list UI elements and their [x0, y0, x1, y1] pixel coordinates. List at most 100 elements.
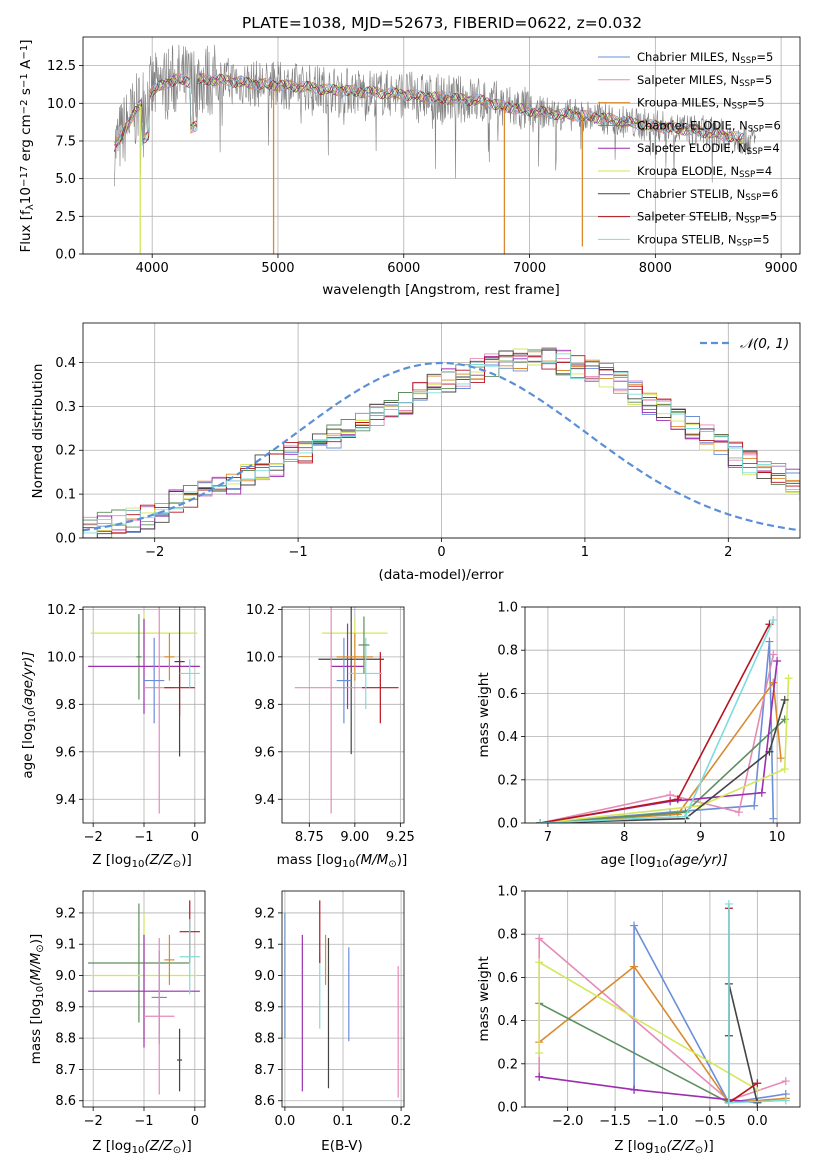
weight-point [535, 958, 544, 967]
y-tick-label: 0.6 [497, 971, 518, 986]
plot-area [535, 899, 790, 1107]
gaussian-curve [83, 361, 800, 532]
x-tick-label: −2.0 [552, 1114, 584, 1129]
legend-entry: Chabrier MILES, NSSP=5 [637, 50, 773, 66]
y-tick-label: 0.8 [497, 928, 518, 943]
y-tick-label: 9.1 [254, 938, 275, 953]
x-tick-label: 6000 [387, 261, 420, 276]
legend-entry: Salpeter MILES, NSSP=5 [637, 73, 772, 89]
plot-area [88, 900, 200, 1095]
y-axis-label: mass [log10(M/M⊙)] [28, 934, 46, 1065]
axes-frame [82, 36, 801, 255]
x-tick-label: −2 [84, 1114, 103, 1129]
y-tick-label: 0.0 [497, 817, 518, 832]
y-tick-label: 9.0 [55, 969, 76, 984]
plot-area [536, 615, 793, 823]
legend-top: Chabrier MILES, NSSP=5 Salpeter MILES, NS… [598, 50, 781, 249]
panel-age-vs-mass: 8.75 9.00 9.25 9.4 9.6 9.8 10.0 10.2 [246, 603, 415, 845]
x-tick-label: 0 [191, 830, 199, 845]
panel-mass-weight-vs-age: 7 8 9 10 0.0 0.2 0.4 0.6 0.8 1.0 [497, 601, 801, 845]
hist-step-kroupa-stelib [83, 353, 800, 534]
x-tick-label: 0.0 [275, 1114, 296, 1129]
figure-title: PLATE=1038, MJD=52673, FIBERID=0622, z=0… [242, 14, 642, 32]
weight-line-kroupa-elodie [540, 678, 790, 823]
weight-point [780, 695, 789, 704]
x-tick-label: 9.00 [340, 830, 369, 845]
model-line-kroupa-stelib [114, 74, 744, 151]
x-tick-label: 9 [697, 830, 705, 845]
weight-point [673, 795, 682, 804]
y-tick-label: 0.1 [55, 488, 76, 503]
y-tick-label: 10.0 [47, 97, 76, 112]
x-tick-label: −1.5 [599, 1114, 631, 1129]
weight-point [753, 1098, 762, 1107]
axes-frame [82, 606, 206, 824]
weight-line-chabrier-elodie [538, 1002, 730, 1104]
x-axis-label: wavelength [Angstrom, rest frame] [322, 282, 560, 298]
y-tick-label: 0.2 [497, 773, 518, 788]
legend-entry: Kroupa STELIB, NSSP=5 [637, 232, 770, 248]
x-axis-label: age [log10(age/yr)] [600, 852, 727, 870]
y-tick-label: 10.2 [246, 603, 275, 618]
x-tick-label: −1.0 [647, 1114, 679, 1129]
y-axis-label: mass weight [476, 672, 492, 757]
weight-point [536, 819, 545, 823]
y-tick-label: 10.2 [47, 603, 76, 618]
weight-point [773, 657, 782, 665]
y-tick-label: 9.4 [55, 793, 76, 808]
y-tick-label: 10.0 [47, 650, 76, 665]
hist-step-chabrier-miles [83, 347, 800, 538]
y-tick-label: 7.5 [55, 134, 76, 149]
axes-frame [82, 890, 206, 1108]
weight-point [765, 747, 774, 756]
axis-ticks: −2 −1 0 9.4 9.6 9.8 10.0 10.2 [47, 603, 199, 845]
x-axis-label: mass [log10(M/M⊙)] [277, 852, 408, 870]
y-tick-label: 9.6 [55, 745, 76, 760]
weight-line-salpeter-stelib [728, 908, 758, 1105]
x-tick-label: −2 [145, 545, 164, 560]
legend-entry: 𝒩(0, 1) [740, 336, 789, 352]
axes-frame [524, 606, 801, 824]
axis-ticks: 8.75 9.00 9.25 9.4 9.6 9.8 10.0 10.2 [246, 603, 415, 845]
x-axis-label: E(B-V) [321, 1138, 363, 1154]
x-axis-label: (data-model)/error [378, 567, 504, 583]
axes-frame [281, 890, 405, 1108]
legend-entry: Kroupa MILES, NSSP=5 [637, 96, 765, 112]
y-tick-label: 0.4 [55, 356, 76, 371]
x-tick-label: 0.2 [391, 1114, 412, 1129]
y-axis-label: Normed distribution [30, 364, 46, 499]
weight-point [784, 674, 793, 683]
y-axis-label: Flux [fλ10−17 erg cm−2 s−1 A−1] [18, 39, 36, 252]
y-tick-label: 0.0 [497, 1101, 518, 1116]
plot-area [114, 44, 757, 254]
weight-line-chabrier-stelib [540, 699, 786, 823]
x-tick-label: 1 [581, 545, 589, 560]
grid [525, 606, 800, 824]
weight-point [535, 1072, 544, 1081]
weight-point [769, 678, 778, 687]
y-tick-label: 9.8 [254, 698, 275, 713]
x-tick-label: 9000 [765, 261, 798, 276]
x-tick-label: −0.5 [694, 1114, 726, 1129]
axes-frame [281, 606, 405, 824]
y-tick-label: 1.0 [497, 601, 518, 616]
legend-entry: Chabrier STELIB, NSSP=6 [637, 187, 778, 203]
plot-area [294, 607, 399, 814]
weight-point [776, 754, 785, 763]
x-tick-label: −1 [134, 1114, 153, 1129]
x-tick-label: 0.0 [747, 1114, 768, 1129]
grid [282, 607, 404, 823]
weight-line-kroupa-miles [540, 680, 782, 823]
y-tick-label: 0.4 [497, 1014, 518, 1029]
hist-step-kroupa-miles [83, 351, 800, 538]
panel-age-vs-z: −2 −1 0 9.4 9.6 9.8 10.0 10.2 [47, 603, 206, 845]
weight-point [750, 801, 759, 810]
panel-mass-vs-z: −2 −1 0 8.6 8.7 8.8 8.9 9.0 9.1 9.2 [55, 890, 206, 1129]
grid [83, 323, 800, 539]
weight-line-chabrier-miles [633, 925, 786, 1104]
y-tick-label: 9.6 [254, 745, 275, 760]
panel-residual-histogram: −2 −1 0 1 2 0.0 0.1 0.2 0.3 0.4 [55, 322, 801, 560]
plot-area [83, 347, 800, 538]
x-axis-label: Z [log10(Z/Z⊙)] [614, 1138, 714, 1156]
